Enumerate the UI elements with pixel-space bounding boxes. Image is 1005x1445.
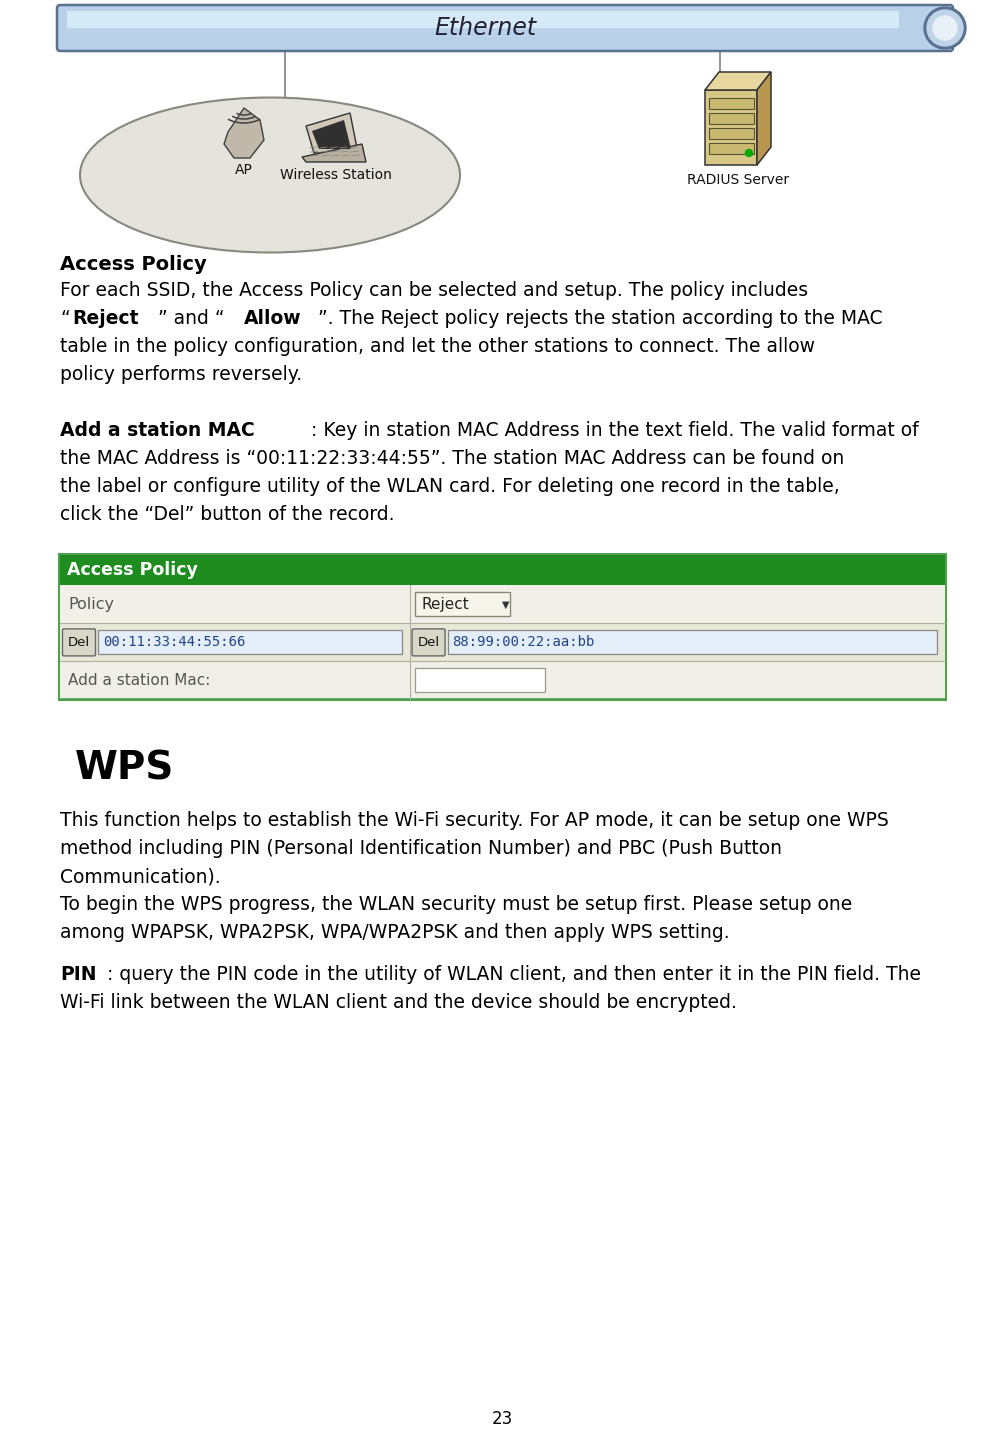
Polygon shape <box>224 108 264 158</box>
Text: Communication).: Communication). <box>60 867 221 886</box>
Text: the MAC Address is “00:11:22:33:44:55”. The station MAC Address can be found on: the MAC Address is “00:11:22:33:44:55”. … <box>60 449 844 468</box>
Text: Policy: Policy <box>68 597 114 611</box>
FancyBboxPatch shape <box>67 12 899 29</box>
FancyBboxPatch shape <box>60 623 945 662</box>
Text: 00:11:33:44:55:66: 00:11:33:44:55:66 <box>103 636 245 649</box>
Text: 23: 23 <box>491 1410 513 1428</box>
FancyBboxPatch shape <box>60 555 945 585</box>
Text: Wi-Fi link between the WLAN client and the device should be encrypted.: Wi-Fi link between the WLAN client and t… <box>60 993 737 1013</box>
Circle shape <box>924 7 966 49</box>
Text: : query the PIN code in the utility of WLAN client, and then enter it in the PIN: : query the PIN code in the utility of W… <box>108 965 922 984</box>
Text: ” and “: ” and “ <box>158 309 225 328</box>
Text: Wireless Station: Wireless Station <box>280 168 392 182</box>
Text: among WPAPSK, WPA2PSK, WPA/WPA2PSK and then apply WPS setting.: among WPAPSK, WPA2PSK, WPA/WPA2PSK and t… <box>60 923 730 942</box>
FancyBboxPatch shape <box>709 127 754 139</box>
Text: This function helps to establish the Wi-Fi security. For AP mode, it can be setu: This function helps to establish the Wi-… <box>60 812 888 831</box>
Circle shape <box>927 10 963 46</box>
Polygon shape <box>705 72 771 90</box>
FancyBboxPatch shape <box>412 629 445 656</box>
Text: WPS: WPS <box>75 750 175 788</box>
Circle shape <box>746 149 753 156</box>
Text: PIN: PIN <box>60 965 96 984</box>
Ellipse shape <box>80 97 460 253</box>
Text: Ethernet: Ethernet <box>434 16 536 40</box>
Polygon shape <box>306 113 358 153</box>
Text: Del: Del <box>417 636 439 649</box>
Text: ▼: ▼ <box>501 600 510 610</box>
Text: For each SSID, the Access Policy can be selected and setup. The policy includes: For each SSID, the Access Policy can be … <box>60 280 808 301</box>
FancyBboxPatch shape <box>98 630 402 655</box>
FancyBboxPatch shape <box>709 97 754 108</box>
Text: To begin the WPS progress, the WLAN security must be setup first. Please setup o: To begin the WPS progress, the WLAN secu… <box>60 896 852 915</box>
Text: AP: AP <box>235 163 253 176</box>
Text: “: “ <box>60 309 69 328</box>
Text: Del: Del <box>68 636 90 649</box>
FancyBboxPatch shape <box>415 669 545 692</box>
Text: 88:99:00:22:aa:bb: 88:99:00:22:aa:bb <box>452 636 595 649</box>
FancyBboxPatch shape <box>60 662 945 699</box>
FancyBboxPatch shape <box>709 113 754 123</box>
Text: method including PIN (Personal Identification Number) and PBC (Push Button: method including PIN (Personal Identific… <box>60 840 782 858</box>
Polygon shape <box>302 144 366 162</box>
FancyBboxPatch shape <box>415 592 510 617</box>
Text: ”. The Reject policy rejects the station according to the MAC: ”. The Reject policy rejects the station… <box>319 309 883 328</box>
Text: the label or configure utility of the WLAN card. For deleting one record in the : the label or configure utility of the WL… <box>60 477 840 496</box>
Polygon shape <box>312 120 351 149</box>
Text: table in the policy configuration, and let the other stations to connect. The al: table in the policy configuration, and l… <box>60 337 815 355</box>
Text: : Key in station MAC Address in the text field. The valid format of: : Key in station MAC Address in the text… <box>312 420 919 439</box>
FancyBboxPatch shape <box>57 4 953 51</box>
Text: Access Policy: Access Policy <box>60 254 207 275</box>
Text: policy performs reversely.: policy performs reversely. <box>60 366 303 384</box>
FancyBboxPatch shape <box>62 629 95 656</box>
Polygon shape <box>757 72 771 165</box>
Text: RADIUS Server: RADIUS Server <box>687 173 789 186</box>
FancyBboxPatch shape <box>709 143 754 153</box>
Text: Allow: Allow <box>244 309 302 328</box>
Text: Reject: Reject <box>421 597 469 611</box>
Text: click the “Del” button of the record.: click the “Del” button of the record. <box>60 504 395 525</box>
Circle shape <box>933 16 957 40</box>
Text: Add a station Mac:: Add a station Mac: <box>68 673 210 688</box>
Text: Access Policy: Access Policy <box>67 562 198 579</box>
Text: Reject: Reject <box>72 309 139 328</box>
Text: Add a station MAC: Add a station MAC <box>60 420 254 439</box>
FancyBboxPatch shape <box>447 630 937 655</box>
FancyBboxPatch shape <box>60 585 945 623</box>
Polygon shape <box>705 90 757 165</box>
